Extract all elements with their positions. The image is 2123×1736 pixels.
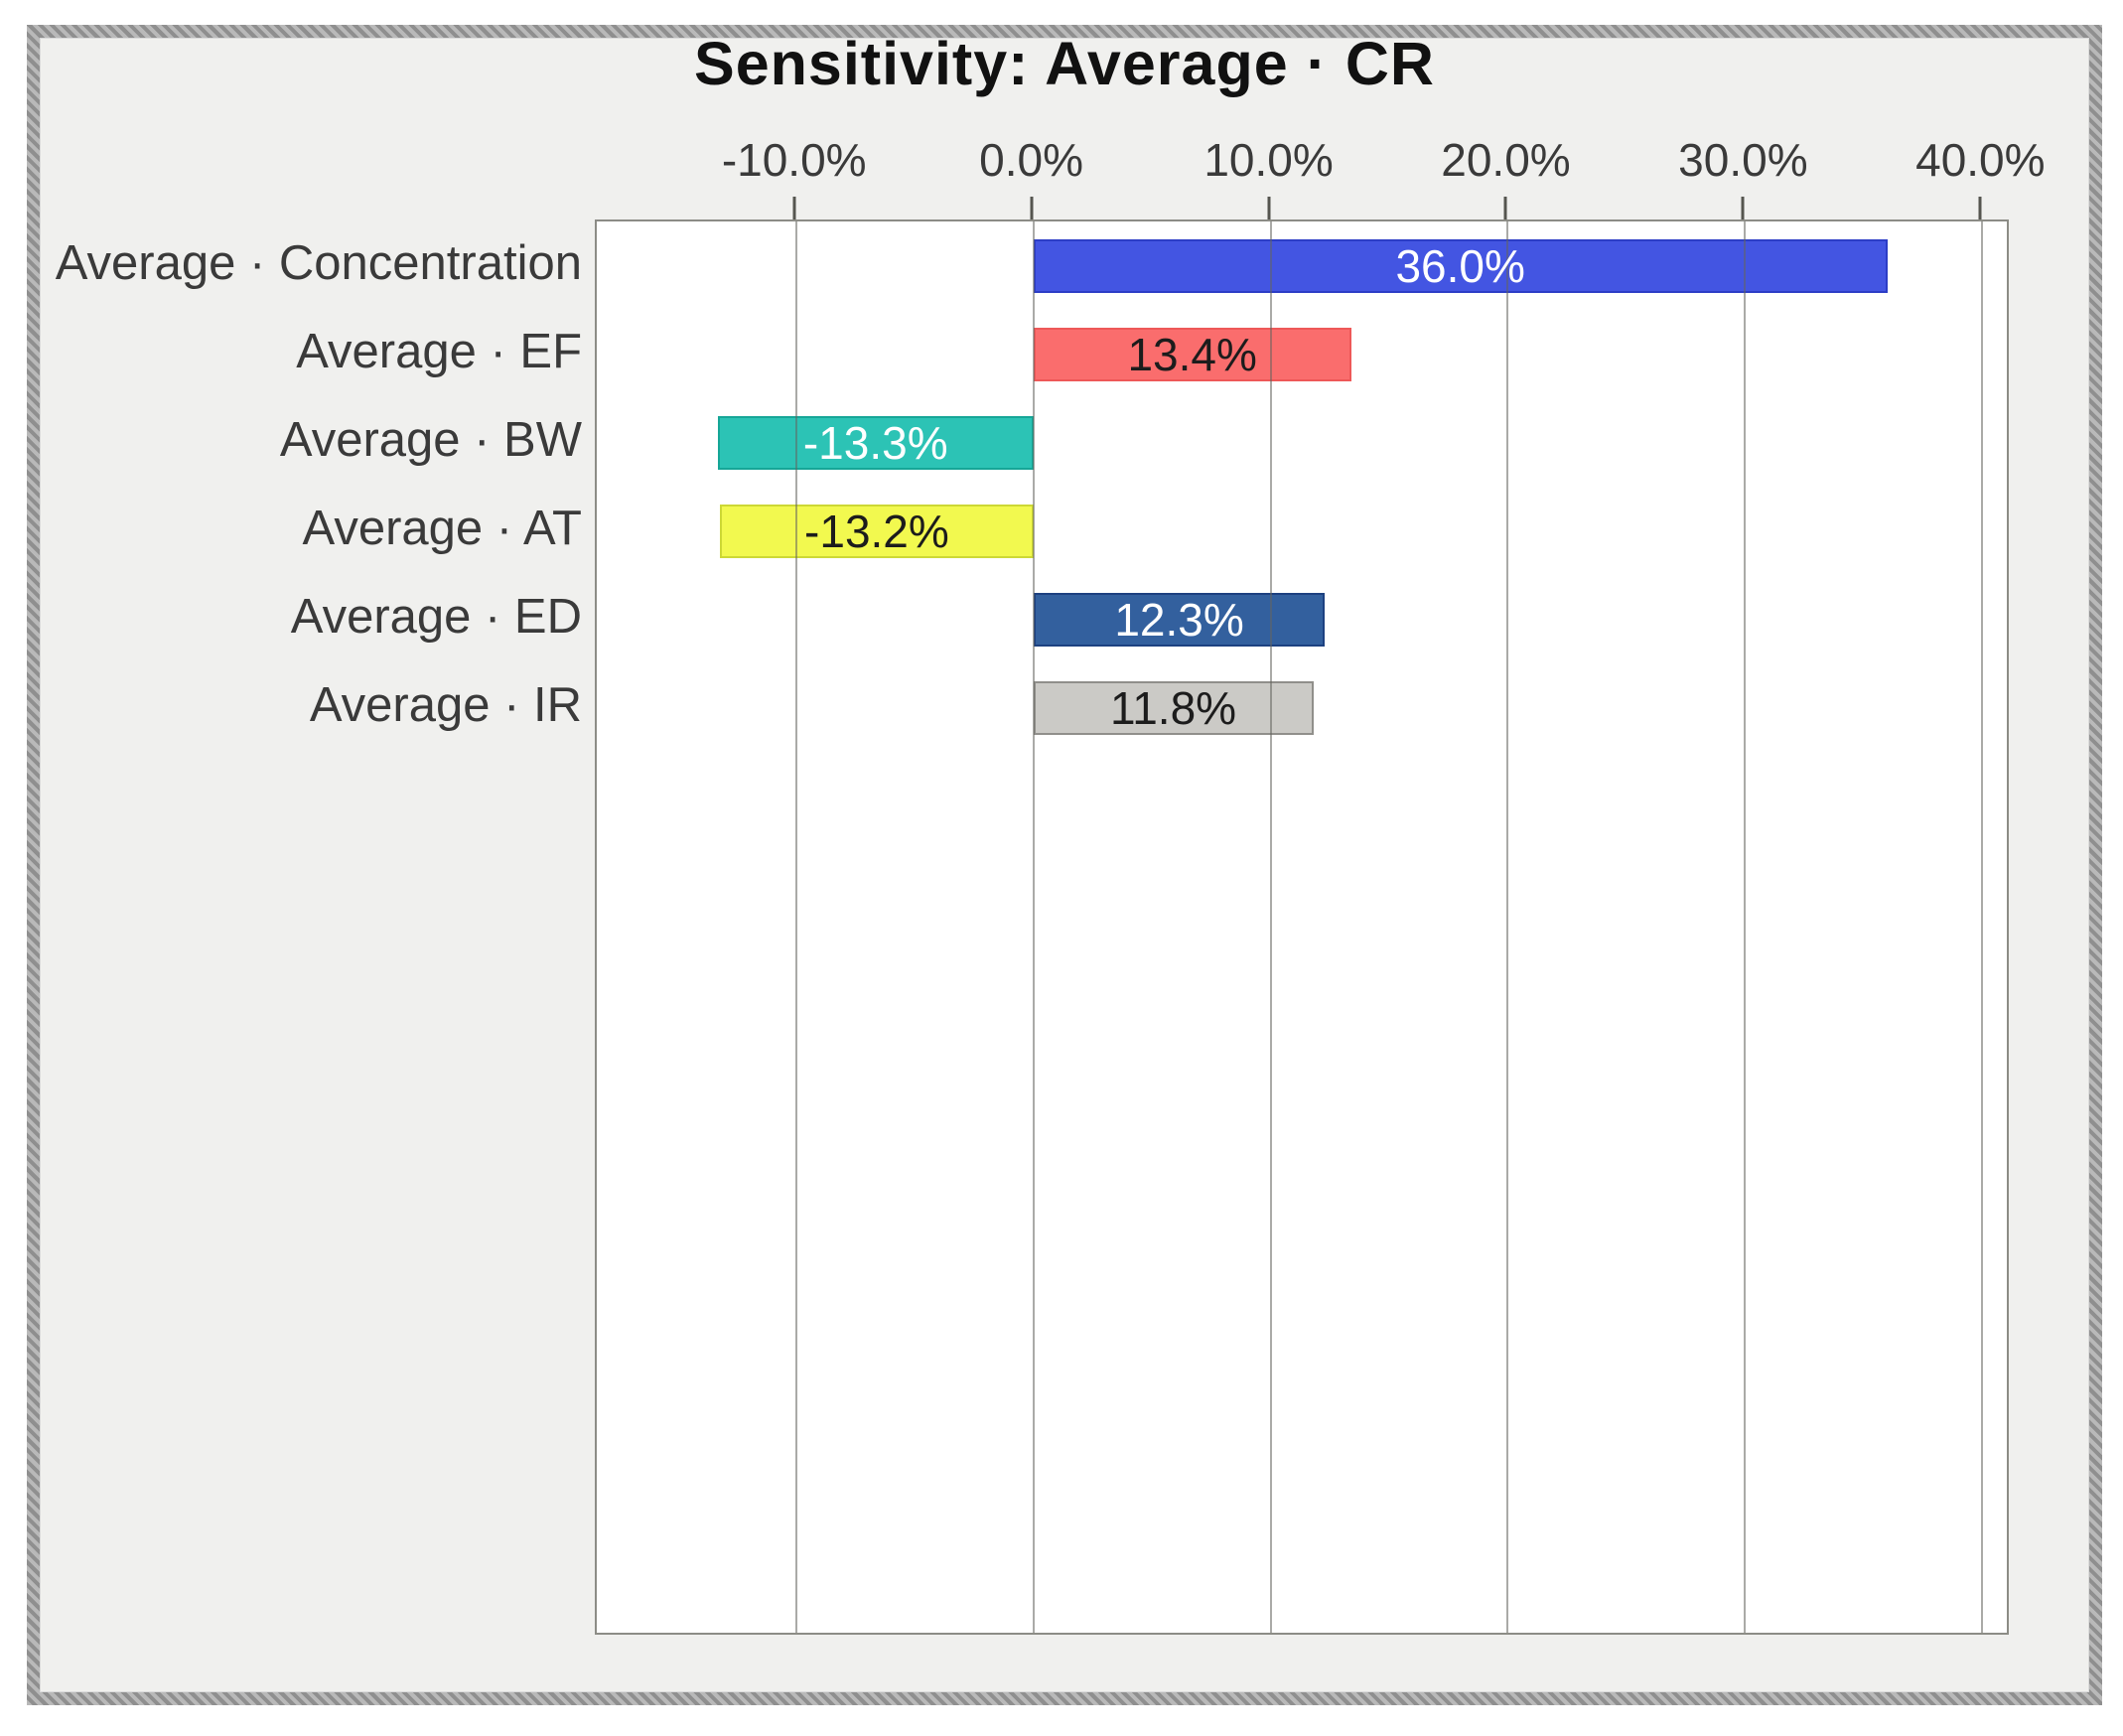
category-label: Average · Concentration	[55, 236, 582, 290]
chart-area: Sensitivity: Average · CR -10.0% 0.0% 10.0…	[40, 34, 2089, 1692]
category-label: Average · IR	[309, 678, 582, 732]
bar-value-label: 12.3%	[1114, 593, 1244, 646]
x-tick-mark	[792, 197, 796, 220]
x-tick-label: 30.0%	[1678, 134, 1808, 186]
x-tick-label: 10.0%	[1203, 134, 1334, 186]
bar-value-label: -13.2%	[804, 505, 949, 557]
x-tick-label: 40.0%	[1915, 134, 2046, 186]
x-tick-mark	[1267, 197, 1271, 220]
bar[interactable]	[1033, 592, 1326, 647]
bar[interactable]	[1033, 327, 1351, 381]
x-tick-label: 0.0%	[979, 134, 1084, 186]
gridline	[794, 221, 797, 1633]
bar-value-label: -13.3%	[802, 416, 948, 469]
x-tick-mark	[1030, 197, 1034, 220]
bar[interactable]	[720, 504, 1034, 558]
x-tick-mark	[1741, 197, 1745, 220]
gridline	[1269, 221, 1272, 1633]
x-tick-label: -10.0%	[721, 134, 867, 186]
bar-value-label: 11.8%	[1110, 681, 1237, 734]
bar-value-label: 13.4%	[1127, 328, 1257, 380]
x-tick-mark	[1978, 197, 1982, 220]
gridline	[1981, 221, 1984, 1633]
gridline	[1032, 221, 1035, 1633]
bar[interactable]	[717, 415, 1034, 470]
category-label: Average · EF	[296, 325, 582, 378]
chart-title: Sensitivity: Average · CR	[694, 30, 1435, 97]
category-label: Average · BW	[279, 413, 582, 467]
category-label: Average · ED	[290, 590, 582, 644]
bar[interactable]	[1033, 680, 1314, 735]
gridline	[1506, 221, 1509, 1633]
category-label: Average · AT	[302, 502, 582, 555]
bar-value-label: 36.0%	[1395, 239, 1525, 292]
gridline	[1744, 221, 1747, 1633]
x-tick-label: 20.0%	[1441, 134, 1571, 186]
x-tick-mark	[1503, 197, 1507, 220]
chart-object-frame[interactable]: Sensitivity: Average · CR -10.0% 0.0% 10.0…	[27, 25, 2102, 1705]
plot-area[interactable]: 36.0% 13.4% -13.3% -13.2% 12.3% 11.8%	[595, 219, 2009, 1635]
